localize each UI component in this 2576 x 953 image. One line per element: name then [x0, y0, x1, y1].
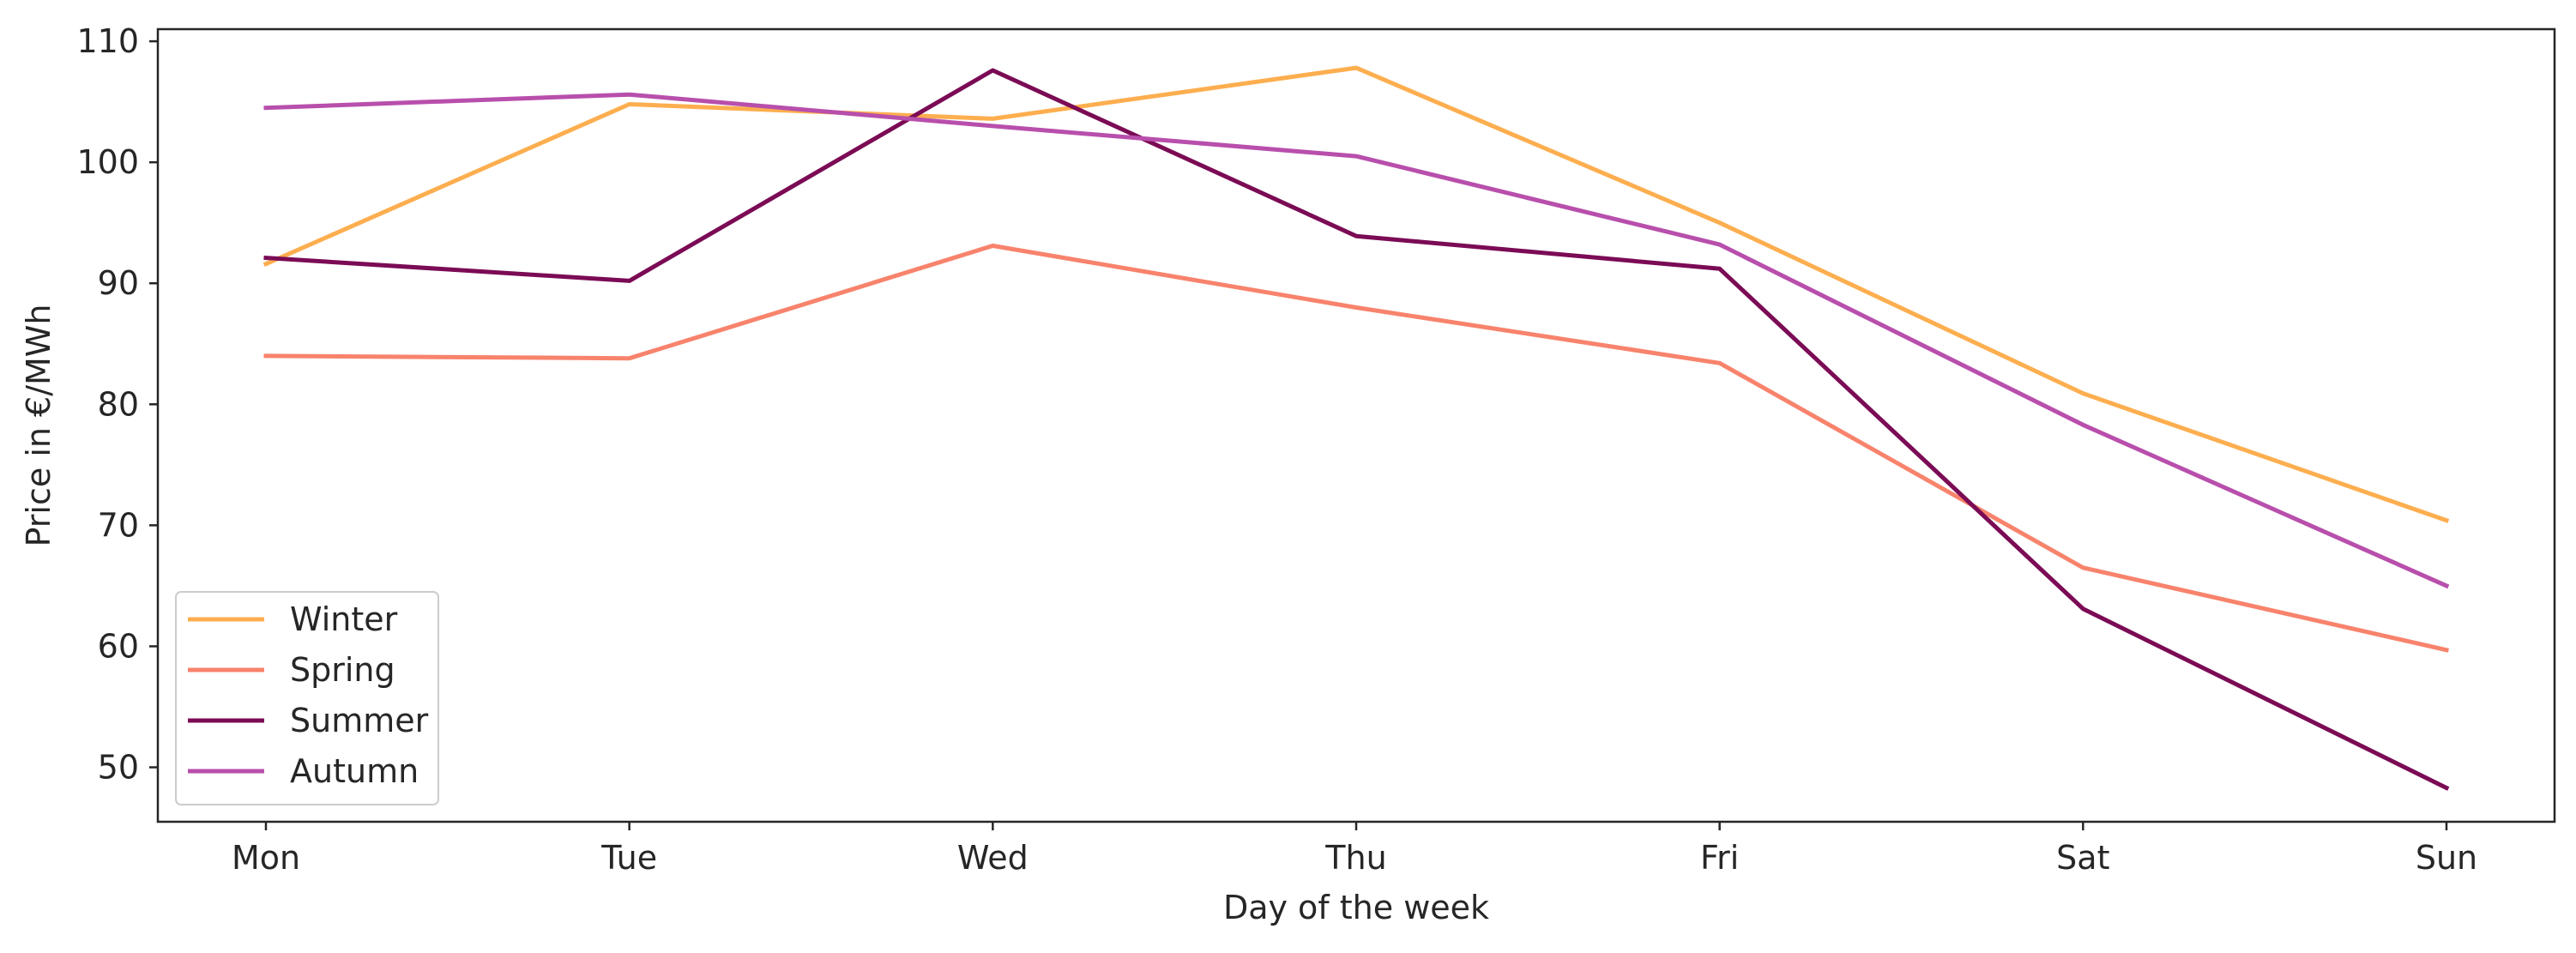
x-tick-label: Sun	[2416, 839, 2477, 877]
y-axis-ticks: 50 60 70 80 90 100 110	[76, 22, 158, 787]
y-tick-label: 90	[98, 264, 139, 302]
legend-label-spring: Spring	[290, 651, 395, 689]
legend: Winter Spring Summer Autumn	[175, 591, 439, 805]
y-axis-title: Price in €/MWh	[20, 305, 57, 547]
y-tick-label: 60	[98, 627, 139, 665]
x-tick-label: Mon	[232, 839, 300, 877]
x-tick-label: Sat	[2056, 839, 2109, 877]
x-tick-label: Thu	[1324, 839, 1386, 877]
y-tick-label: 80	[98, 385, 139, 423]
legend-label-winter: Winter	[290, 600, 398, 638]
x-tick-label: Wed	[957, 839, 1029, 877]
series-line-winter	[262, 65, 2450, 523]
series-line-spring	[263, 244, 2449, 653]
series-line-autumn	[263, 92, 2450, 589]
series-lines	[262, 65, 2450, 791]
legend-box	[175, 591, 439, 805]
x-tick-label: Fri	[1700, 839, 1739, 877]
x-axis-ticks: Mon Tue Wed Thu Fri Sat Sun	[232, 822, 2477, 877]
legend-label-autumn: Autumn	[290, 752, 419, 790]
x-axis-title: Day of the week	[1223, 889, 1489, 926]
series-line-summer	[263, 68, 2450, 791]
y-tick-label: 110	[76, 22, 139, 60]
y-tick-label: 70	[98, 506, 139, 544]
y-tick-label: 100	[76, 143, 139, 181]
legend-label-summer: Summer	[290, 702, 429, 739]
y-tick-label: 50	[98, 749, 139, 787]
x-tick-label: Tue	[600, 839, 657, 877]
